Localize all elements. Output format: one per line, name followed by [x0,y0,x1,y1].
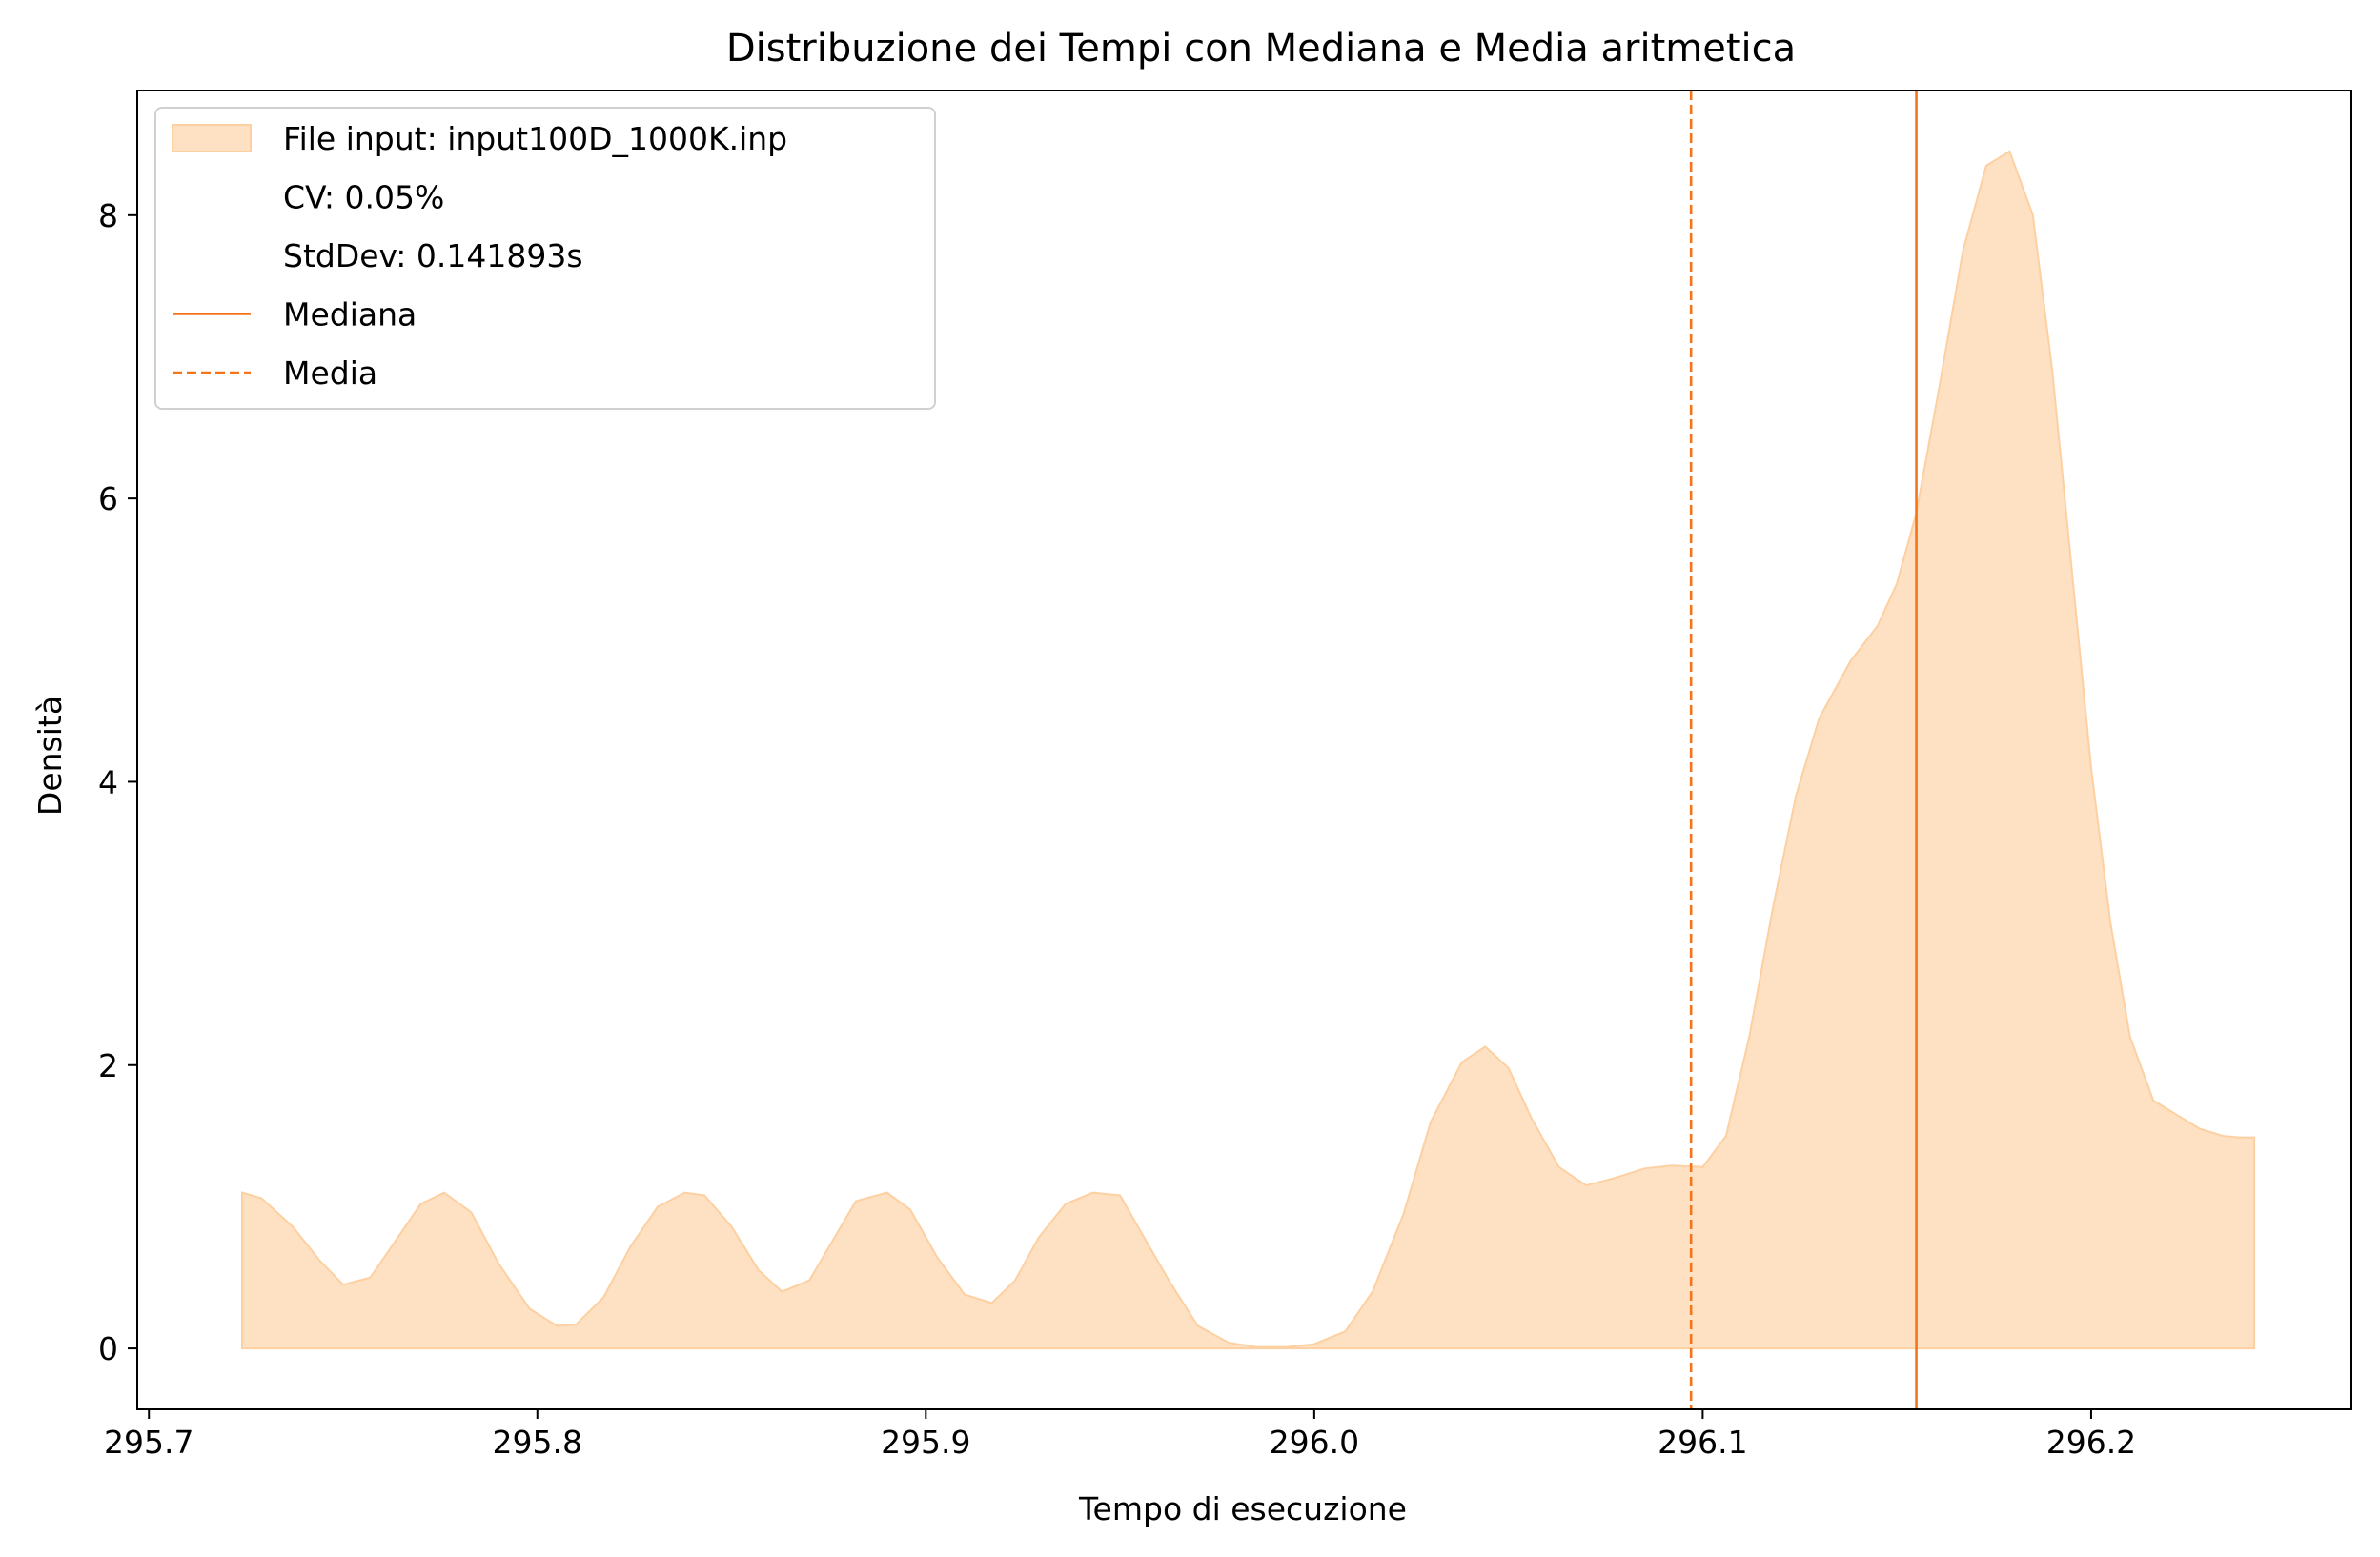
y-tick-label: 8 [98,197,118,234]
legend-label: Media [283,354,377,392]
legend-label: File input: input100D_1000K.inp [283,120,787,157]
x-tick-label: 296.0 [1270,1424,1359,1461]
x-tick-label: 296.2 [2046,1424,2136,1461]
x-tick-label: 295.8 [493,1424,582,1461]
x-axis-label: Tempo di esecuzione [1078,1490,1407,1527]
chart-title: Distribuzione dei Tempi con Mediana e Me… [726,27,1796,71]
y-tick-label: 0 [98,1330,118,1367]
plot-area [136,90,2352,1410]
density-area-0 [241,150,2256,1350]
x-tick-label: 295.7 [104,1424,193,1461]
legend-label: StdDev: 0.141893s [283,237,583,274]
axes-frame [136,90,2352,1410]
y-tick-label: 6 [98,480,118,517]
legend-patch [172,124,252,152]
axis-ticks: 295.7 295.8 295.9 296.0 296.1 296.2 0 2 4 6 8 [98,197,2136,1461]
legend-label: Mediana [283,296,417,334]
x-tick-label: 295.9 [881,1424,970,1461]
legend-box [154,107,936,410]
y-tick-label: 4 [98,763,118,800]
y-tick-label: 2 [98,1047,118,1084]
y-axis-label: Densità [31,696,69,816]
x-tick-label: 296.1 [1658,1424,1747,1461]
legend: File input: input100D_1000K.inp CV: 0.05%… [154,107,936,410]
legend-label: CV: 0.05% [283,179,444,216]
